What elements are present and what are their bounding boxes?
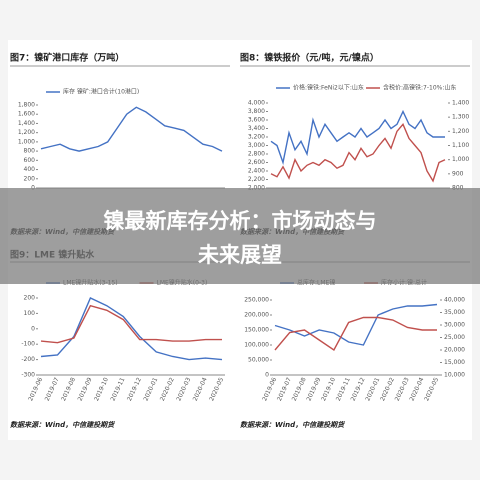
series-line [270,122,446,183]
y-tick-label: 1,400 [452,100,469,107]
banner-band [0,188,480,284]
banner-line: 未来展望 [198,243,282,267]
y-tick-label: 25,000 [444,334,465,341]
y-tick-label: 1,100 [452,142,469,149]
y-tick-label: 1,600 [18,111,35,118]
series-line [40,106,223,152]
y-tick-label: 2,600 [248,159,265,166]
y-tick-label: 3,000 [248,142,265,149]
y-tick-label: 600 [24,157,36,164]
y-tick-label: 10,000 [444,372,465,379]
source-note: 数据来源：Wind，中信建投期货 [10,420,116,429]
y-tick-label: 1,300 [452,114,469,121]
series-line [274,303,438,346]
y-tick-label: 0 [31,325,35,332]
y-tick-label: 100 [24,310,36,317]
y-tick-label: 400 [24,166,36,173]
y-tick-label: -300 [21,372,35,379]
y-tick-label: 3,800 [248,108,265,115]
y-tick-label: -200 [21,356,35,363]
y-tick-label: 15,000 [444,359,465,366]
y-tick-label: 2,200 [248,176,265,183]
series-line [40,304,222,344]
y-tick-label: 800 [24,148,36,155]
y-tick-label: 1,000 [452,156,469,163]
legend-label: 含税价:高镍铁:7-10%:山东 [383,84,456,92]
y-tick-label: 100,000 [244,342,269,349]
y-tick-label: 40,000 [444,297,465,304]
y-tick-label: 1,200 [452,128,469,135]
series-line [40,297,223,361]
y-tick-label: 0 [265,372,269,379]
y-tick-label: 30,000 [444,322,465,329]
series-line [270,109,445,166]
y-tick-label: 4,000 [248,100,265,107]
chart-title: 图8：镍铁报价（元/吨，元/镍点） [240,52,379,64]
legend-label: 库存 镍矿:港口合计(10港口) [63,88,139,96]
chart-title: 图7：镍矿港口库存（万吨） [10,52,124,64]
y-tick-label: -100 [21,341,35,348]
y-tick-label: 3,600 [248,117,265,124]
y-tick-label: 150,000 [244,327,269,334]
y-tick-label: 3,200 [248,134,265,141]
y-tick-label: 900 [452,170,464,177]
y-tick-label: 2,400 [248,168,265,175]
y-tick-label: 200 [24,295,36,302]
y-tick-label: 3,400 [248,125,265,132]
y-tick-label: 50,000 [248,357,269,364]
y-tick-label: 250,000 [244,297,269,304]
y-tick-label: 1,800 [18,102,35,109]
y-tick-label: 2,800 [248,151,265,158]
legend-label: 价格:镍铁:FeNi2以下:山东 [293,84,364,92]
banner-line: 镍最新库存分析：市场动态与 [104,209,377,233]
y-tick-label: 1,000 [18,138,35,145]
y-tick-label: 1,400 [18,120,35,127]
y-tick-label: 200,000 [244,312,269,319]
y-tick-label: 35,000 [444,309,465,316]
y-tick-label: 20,000 [444,347,465,354]
y-tick-label: 200 [24,175,36,182]
series-line [274,316,437,352]
y-tick-label: 1,200 [18,129,35,136]
source-note: 数据来源：Wind，中信建投期货 [240,420,346,429]
